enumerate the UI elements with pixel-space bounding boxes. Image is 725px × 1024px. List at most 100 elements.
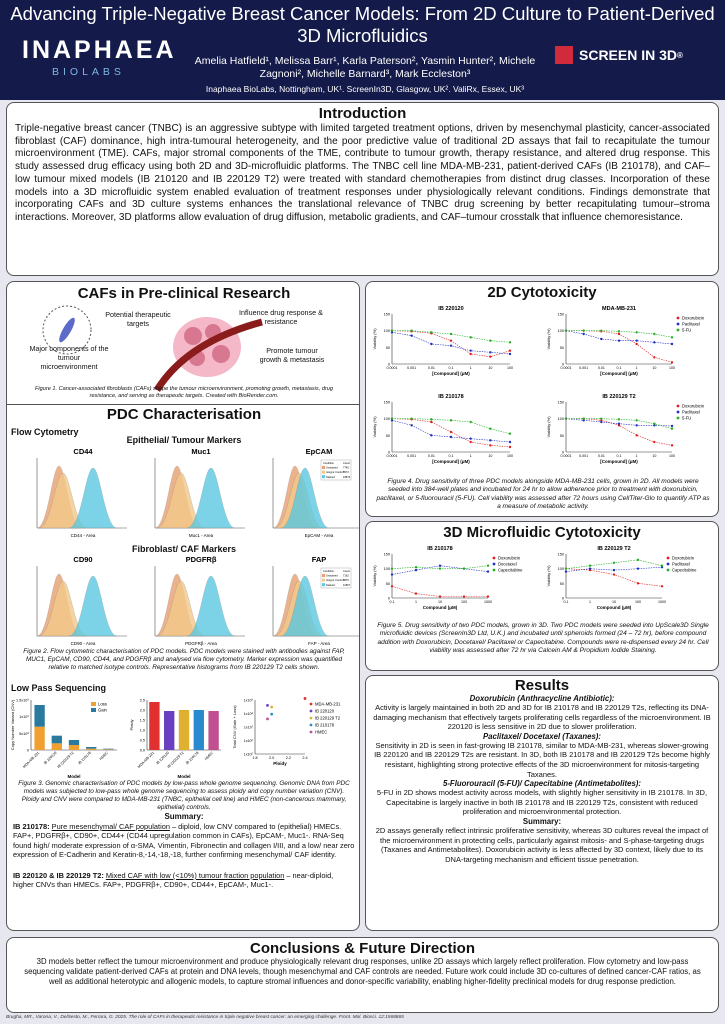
flow-title: Flow Cytometry	[11, 427, 79, 437]
data-point-5-fu	[508, 432, 512, 435]
bar-loss	[34, 726, 45, 750]
flow-legend-count: 18873	[343, 475, 351, 479]
inaphaea-logo: INAPHAEA BIOLABS	[22, 36, 177, 78]
data-point-5-fu	[670, 336, 674, 339]
histogram-title: CD90	[73, 555, 92, 564]
y-tick-label: 50	[386, 582, 390, 586]
legend-label: Capecitabine	[672, 568, 697, 573]
y-tick-label: 150	[558, 553, 564, 557]
y-tick-label: 100	[558, 329, 564, 333]
cyto2d-title: 2D Cytotoxicity	[487, 284, 597, 301]
curve-paclitaxel	[565, 330, 673, 345]
x-tick-label: IB 220120	[155, 751, 169, 765]
y-axis-label: Viability (%)	[372, 328, 377, 350]
y-tick-label: 1x10⁷	[244, 726, 254, 730]
x-tick-label: 1	[636, 454, 638, 458]
figure1-caption: Figure 1. Cancer-associated fibroblasts …	[34, 386, 334, 399]
data-point-5-fu	[449, 419, 453, 422]
chart-title: IB 220120	[438, 306, 463, 312]
legend-marker	[666, 568, 670, 572]
cafs-label-targets: Potential therapeutic targets	[105, 310, 171, 328]
chart-title: IB 210178	[438, 394, 463, 400]
legend-label: Gain	[98, 708, 108, 713]
flow-legend-swatch	[322, 578, 325, 582]
y-tick-label: 0.0	[140, 749, 145, 753]
flow-legend-condition: Stained	[326, 583, 335, 587]
x-tick-label: 1	[589, 600, 591, 604]
curve-5-fu	[566, 418, 673, 429]
legend-label: Docetaxel	[498, 562, 517, 567]
x-axis-label: Model	[178, 774, 191, 779]
y-tick-label: 150	[384, 313, 390, 317]
x-tick-label: 0.01	[428, 454, 435, 458]
data-point-5-fu	[410, 417, 413, 420]
y-tick-label: 0	[562, 363, 564, 367]
data-point-doxorubicin	[508, 349, 512, 352]
x-axis-label: FAP - Area	[308, 641, 330, 646]
histogram-title: PDGFRβ	[186, 555, 217, 564]
x-tick-label: 2.4	[302, 756, 307, 760]
legend-marker	[492, 568, 496, 572]
cyto2d-chart-ib220120: IB 220120 0 50 100 150 0.0001 0.001 0.01 0.1 1 10 1…	[372, 306, 513, 376]
histograms-bottom: CD90 CD90 - Area PDGFRβ PDGFRβ - Area FAP FAP…	[7, 554, 359, 650]
x-tick-label: 0.01	[428, 366, 435, 370]
flow-legend-condition: Stained	[326, 475, 335, 479]
summary-title: Summary:	[164, 812, 204, 821]
bar-loss	[68, 745, 80, 750]
ploidy-bar	[178, 710, 190, 750]
intro-title: Introduction	[318, 105, 407, 122]
results-p3: 5-FU in 2D shows modest activity across …	[376, 788, 708, 817]
x-tick-label: 100	[507, 366, 513, 370]
cafs-title: CAFs in Pre-clinical Research	[77, 285, 291, 302]
legend-label: Doxorubicin	[498, 556, 521, 561]
scatter-point	[303, 697, 307, 700]
x-tick-label: IB 220129 T2	[57, 751, 75, 769]
stained-peak	[280, 575, 330, 637]
data-point-capecitabine	[414, 566, 418, 569]
y-axis-label: Viability (%)	[546, 416, 551, 438]
x-tick-label: 0.0001	[561, 366, 572, 370]
figure4-caption: Figure 4. Drug sensitivity of three PDC …	[376, 478, 710, 511]
lps-ploidy-bar-chart: 0.0 0.5 1.0 1.5 2.0 2.5 Ploidy MDA-MB-231 IB 220…	[129, 699, 221, 779]
bar-loss	[103, 749, 114, 750]
x-tick-label: 0.0001	[561, 454, 572, 458]
x-tick-label: 0.001	[407, 454, 416, 458]
histogram-cd44: CD44 CD44 - Area	[36, 447, 127, 538]
curve-capecitabine	[391, 565, 489, 569]
x-tick-label: 100	[669, 454, 675, 458]
flow-legend-count: 7745	[343, 466, 349, 470]
data-point-paclitaxel	[635, 339, 638, 342]
y-tick-label: 0	[562, 597, 564, 601]
y-axis-label: Viability (%)	[546, 565, 551, 587]
ploidy-bar	[164, 711, 175, 750]
cyto2d-chart-ib220129t2: IB 220129 T2 0 50 100 150 0.0001 0.001 0.01 0.1 1…	[546, 394, 705, 464]
data-point-paclitaxel	[588, 567, 592, 570]
legend-label: 5-FU	[682, 416, 691, 421]
bar-loss	[51, 743, 62, 750]
data-point-paclitaxel	[430, 434, 433, 437]
chart-title: IB 220129 T2	[597, 546, 630, 552]
x-axis-label: CD44 - Area	[71, 533, 96, 538]
y-axis-label: Viability (%)	[546, 328, 551, 350]
data-point-paclitaxel	[636, 567, 640, 570]
left-column-box: CAFs in Pre-clinical Research Potential …	[6, 281, 360, 931]
curve-paclitaxel	[565, 566, 663, 572]
flow-legend-box	[320, 567, 352, 589]
x-tick-label: 100	[507, 454, 513, 458]
legend-swatch	[91, 702, 96, 706]
flow-legend-swatch	[322, 475, 325, 479]
data-point-doxorubicin	[438, 595, 442, 598]
authors: Amelia Hatfield¹, Melissa Barr¹, Karla P…	[194, 55, 536, 80]
lps-scatter-chart: 1x10⁵ 1x10⁶ 1x10⁷ 1x10⁸ 1x10⁹ 1.8 2.0 2.2 2.4 Tot…	[232, 697, 341, 766]
curve-paclitaxel	[391, 332, 511, 355]
y-tick-label: 100	[384, 329, 390, 333]
y-tick-label: 100	[384, 417, 390, 421]
x-tick-label: 1	[470, 454, 472, 458]
legend-marker	[309, 730, 313, 734]
legend-label: IB 220129 T2	[315, 716, 341, 721]
flow-legend-condition: Unstained	[326, 466, 338, 470]
data-point-5-fu	[670, 427, 674, 430]
data-point-paclitaxel	[653, 341, 656, 344]
poster-title: Advancing Triple-Negative Breast Cancer …	[10, 3, 715, 46]
x-tick-label: 10	[488, 366, 492, 370]
